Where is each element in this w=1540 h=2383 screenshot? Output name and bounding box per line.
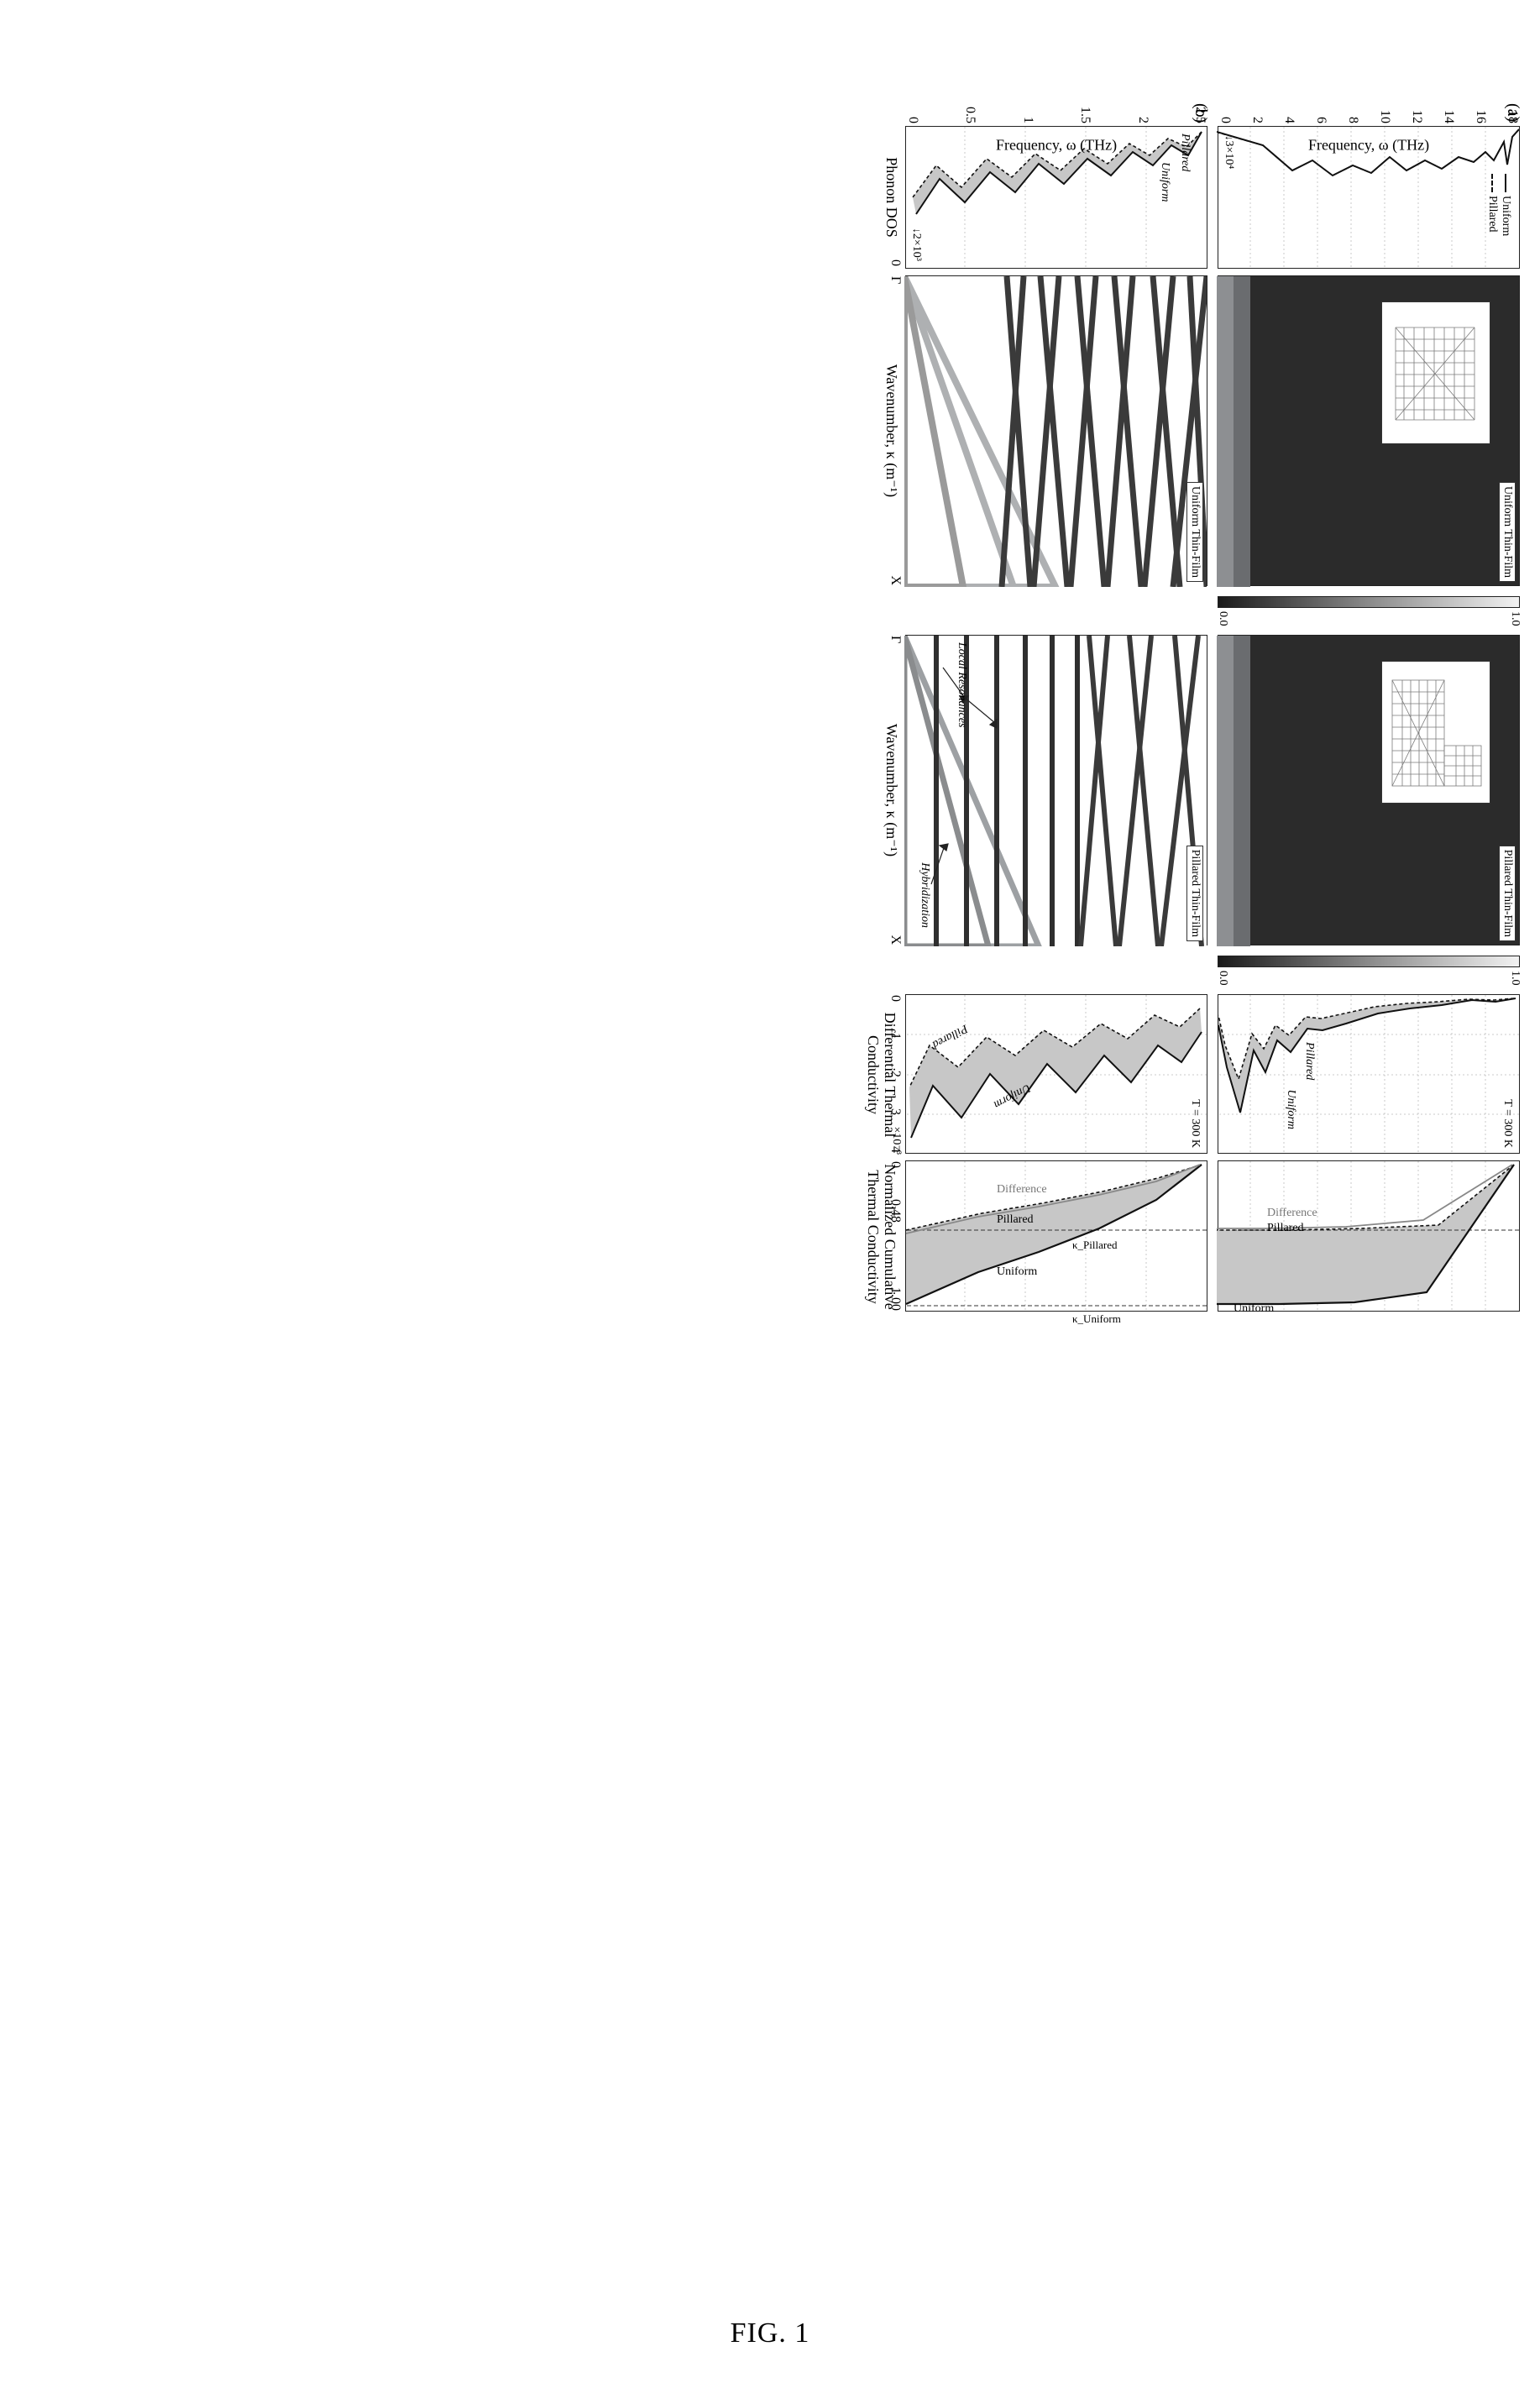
panel-dos-b: (b) Frequency, ω (THz) 2.5 2 1.5 1 0.5 0… [905, 126, 1207, 269]
xtick: Γ [888, 276, 903, 284]
xtick: X [888, 575, 903, 585]
dos-xtick: 0 [888, 127, 903, 268]
cum-a-pillared-anno: Pillared [1267, 1222, 1304, 1235]
panel-disp-uniform-b: Uniform Thin-Film Γ X [905, 275, 1207, 586]
legend-uniform: Uniform [1499, 196, 1512, 236]
panel-disp-uniform-a: Uniform Thin-Film [1218, 275, 1520, 586]
diff-a-pillared-anno: Pillared [1302, 1042, 1316, 1080]
xtick: Γ [888, 636, 903, 643]
anno-local-res: Local Resonances [955, 642, 967, 727]
xtick: 0 [888, 259, 903, 266]
cum-b-pillared-anno: Pillared [997, 1213, 1034, 1227]
panel-cum-b: Uniform Pillared Difference κ_Pillared κ… [905, 1160, 1207, 1312]
dos-b-sci: ↓2×10³ [909, 228, 924, 261]
diff-b-svg [904, 995, 1207, 1155]
panel-cum-a: Uniform Pillared Difference [1218, 1160, 1520, 1312]
ytick: 1.5 [1078, 102, 1092, 123]
colorbar-a1: 1.0 0.0 [1218, 596, 1520, 608]
row-b: (b) Frequency, ω (THz) 2.5 2 1.5 1 0.5 0… [905, 76, 1207, 2091]
cum-a-uniform-anno: Uniform [1234, 1302, 1274, 1316]
cum-a-svg [1217, 1161, 1519, 1312]
ytick: 2.5 [1193, 102, 1207, 123]
xtick: X [888, 935, 903, 945]
inset-pillared-a [1381, 661, 1490, 804]
title-uniform-b: Uniform Thin-Film [1186, 482, 1203, 582]
panel-disp-pillared-a: Pillared Thin-Film [1218, 635, 1520, 945]
ytick: 18 [1506, 102, 1519, 123]
dos-b-pillared-anno: Pillared [1178, 134, 1192, 171]
diff-a-fill [1218, 998, 1516, 1113]
ytick: 10 [1378, 102, 1391, 123]
cum-a-diff-anno: Difference [1267, 1207, 1317, 1220]
yticks-freq-b: 2.5 2 1.5 1 0.5 0 [906, 102, 1207, 123]
diff-b-sci: ×10⁻³ [889, 1127, 904, 1155]
ytick: 0 [1218, 102, 1232, 123]
cum-b-svg [904, 1161, 1207, 1312]
ytick: 14 [1442, 102, 1455, 123]
ytick: 8 [1346, 102, 1359, 123]
cum-a-fill [1217, 1165, 1514, 1304]
cum-b-uniform-anno: Uniform [997, 1265, 1037, 1279]
figure-caption: FIG. 1 [34, 2318, 1506, 2349]
diff-a-svg [1217, 995, 1519, 1155]
spacer-b2 [905, 952, 1207, 987]
yticks-freq-a: 18 16 14 12 10 8 6 4 2 0 [1218, 102, 1519, 123]
disp-pillared-b-svg [904, 636, 1207, 946]
ytick: 2 [1136, 102, 1150, 123]
ytick: 0 [906, 102, 919, 123]
disp-uniform-b-svg [904, 276, 1207, 587]
xlabel-disp-pb: Wavenumber, κ (m⁻¹) [883, 724, 900, 856]
title-pillared-b: Pillared Thin-Film [1186, 846, 1203, 941]
ylabel-freq-b: Frequency, ω (THz) [996, 137, 1117, 155]
ytick: 4 [1282, 102, 1296, 123]
ytick: 12 [1410, 102, 1423, 123]
ylabel-freq-a: Frequency, ω (THz) [1308, 137, 1429, 155]
legend-a: Uniform Pillared [1485, 174, 1512, 236]
ytick: 6 [1314, 102, 1328, 123]
cum-b-kp: κ_Pillared [1072, 1239, 1118, 1252]
colorbar-a2: 1.0 0.0 [1218, 956, 1520, 967]
anno-hybrid: Hybridization [918, 862, 931, 928]
panel-dos-a: (a) Frequency, ω (THz) 18 16 14 12 10 8 … [1218, 126, 1520, 269]
xlabel-cum: Normalized Cumulative Thermal Conductivi… [864, 1161, 898, 1312]
ytick: 0.5 [963, 102, 977, 123]
legend-pillared: Pillared [1485, 196, 1499, 233]
spacer-b1 [905, 593, 1207, 628]
dos-b-uniform-anno: Uniform [1158, 162, 1171, 202]
ytick: 2 [1250, 102, 1264, 123]
cum-b-ku: κ_Uniform [1072, 1312, 1121, 1326]
dos-a-sci: ↓3×10⁴ [1222, 135, 1236, 169]
cum-b-diff-anno: Difference [997, 1183, 1047, 1197]
cb-bot: 0.0 [1216, 611, 1229, 626]
ytick: 1 [1021, 102, 1035, 123]
row-a: (a) Frequency, ω (THz) 18 16 14 12 10 8 … [1218, 76, 1520, 2091]
panel-diff-a: T = 300 K Pillared Uniform [1218, 994, 1520, 1154]
panel-diff-b: T = 300 K Uniform Pillared 0 1 2 3 4 ×10… [905, 994, 1207, 1154]
title-uniform-a: Uniform Thin-Film [1499, 482, 1516, 582]
inset-uniform-a [1381, 301, 1490, 444]
title-pillared-a: Pillared Thin-Film [1499, 846, 1516, 941]
xlabel-disp-ub: Wavenumber, κ (m⁻¹) [883, 364, 900, 497]
diff-a-T: T = 300 K [1501, 1099, 1514, 1148]
cb-top: 1.0 [1508, 611, 1522, 626]
diff-b-T: T = 300 K [1188, 1099, 1202, 1148]
ytick: 16 [1474, 102, 1487, 123]
diff-a-uniform-anno: Uniform [1284, 1090, 1297, 1129]
panel-disp-pillared-b: Pillared Thin-Film [905, 635, 1207, 945]
cb-bot: 0.0 [1216, 971, 1229, 986]
cum-b-fill [906, 1165, 1202, 1304]
cb-top: 1.0 [1508, 971, 1522, 986]
